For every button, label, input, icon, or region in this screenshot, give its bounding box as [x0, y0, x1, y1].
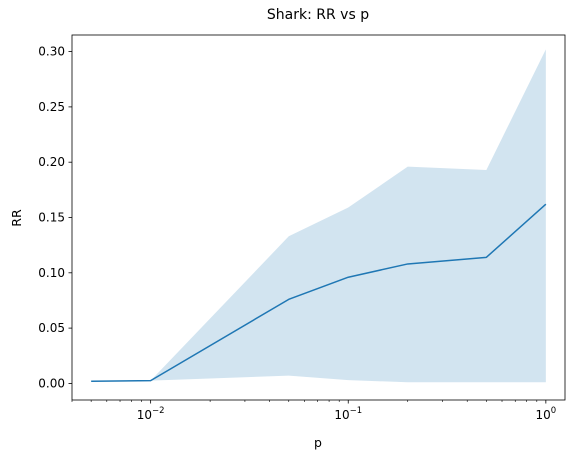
chart-title: Shark: RR vs p — [267, 7, 369, 23]
x-tick-label: 10−1 — [334, 406, 362, 422]
y-tick-label: 0.05 — [38, 321, 65, 335]
y-axis: 0.00 0.05 0.10 0.15 0.20 0.25 0.30 — [38, 45, 72, 390]
data-point — [90, 380, 92, 382]
y-tick-label: 0.20 — [38, 155, 65, 169]
y-tick-label: 0.10 — [38, 266, 65, 280]
data-point — [347, 276, 349, 278]
series-line — [91, 203, 547, 382]
data-point — [288, 298, 290, 300]
x-axis: 10−2 10−1 100 — [71, 400, 556, 422]
plot-area — [90, 49, 547, 383]
data-point — [407, 263, 409, 265]
x-axis-label: p — [314, 435, 322, 450]
x-tick-label: 10−2 — [137, 406, 165, 422]
data-point — [485, 256, 487, 258]
data-point — [545, 203, 547, 205]
data-point — [150, 380, 152, 382]
y-tick-label: 0.15 — [38, 211, 65, 225]
confidence-band — [91, 49, 546, 383]
y-tick-label: 0.30 — [38, 45, 65, 59]
y-tick-label: 0.00 — [38, 376, 65, 390]
y-axis-label: RR — [9, 209, 24, 227]
y-tick-label: 0.25 — [38, 100, 65, 114]
x-tick-label: 100 — [535, 406, 556, 422]
